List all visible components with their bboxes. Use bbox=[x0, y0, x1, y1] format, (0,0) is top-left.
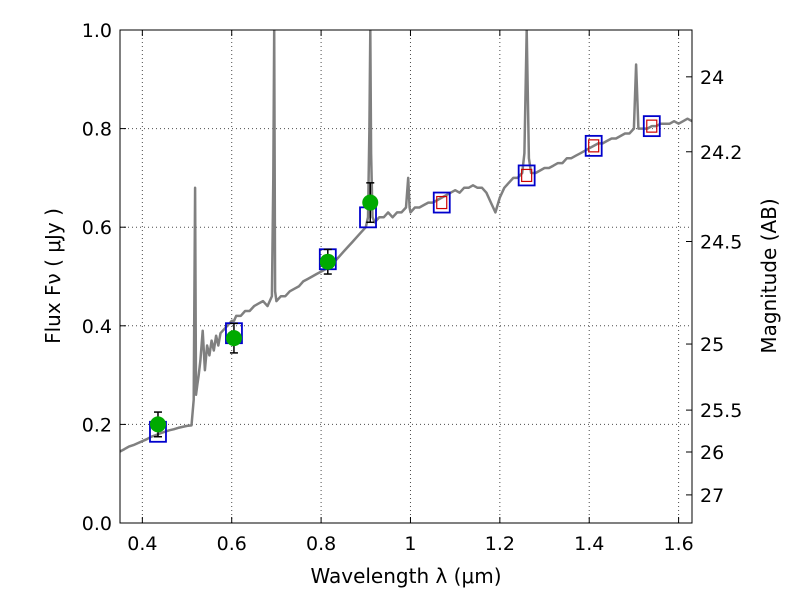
magnitude-tick-label: 27 bbox=[700, 485, 724, 507]
x-axis-title: Wavelength λ (μm) bbox=[310, 564, 501, 588]
magnitude-tick-label: 25.5 bbox=[700, 400, 742, 422]
x-axis-ticks: 0.4 0.6 0.8 1 1.2 1.4 1.6 bbox=[127, 30, 694, 555]
y-tick-label: 0.2 bbox=[82, 414, 112, 436]
y-tick-label: 0.8 bbox=[82, 119, 112, 141]
x-tick-label: 0.6 bbox=[217, 533, 247, 555]
magnitude-axis-ticks: 24 24.2 24.5 25 25.5 26 27 bbox=[686, 67, 742, 507]
x-tick-label: 0.4 bbox=[127, 533, 157, 555]
model-photometry-square bbox=[432, 191, 451, 214]
model-photometry-square bbox=[517, 164, 536, 187]
grid bbox=[120, 29, 692, 524]
magnitude-tick-label: 26 bbox=[700, 442, 724, 464]
x-tick-label: 1.2 bbox=[485, 533, 515, 555]
model-photometry-inner-square bbox=[521, 168, 533, 183]
magnitude-tick-label: 24.2 bbox=[700, 142, 742, 164]
model-photometry-inner-square bbox=[646, 119, 658, 133]
x-tick-label: 1 bbox=[404, 533, 416, 555]
model-photometry-inner-square bbox=[436, 195, 448, 210]
y-tick-label: 0.0 bbox=[82, 513, 112, 535]
observed-point bbox=[149, 416, 166, 433]
magnitude-axis-title: Magnitude (AB) bbox=[757, 198, 781, 353]
observed-point bbox=[319, 253, 336, 270]
observed-photometry-markers bbox=[149, 182, 379, 438]
observed-point bbox=[362, 194, 379, 211]
x-tick-label: 1.4 bbox=[574, 533, 604, 555]
y-axis-ticks: 0.0 0.2 0.4 0.6 0.8 1.0 bbox=[82, 20, 126, 535]
magnitude-tick-label: 24.5 bbox=[700, 231, 742, 253]
model-photometry-square bbox=[642, 115, 661, 138]
model-photometry-inner-square bbox=[588, 139, 600, 153]
plot-frame bbox=[119, 29, 693, 524]
magnitude-tick-label: 25 bbox=[700, 334, 724, 356]
x-tick-label: 1.6 bbox=[663, 533, 693, 555]
y-tick-label: 0.6 bbox=[82, 217, 112, 239]
y-tick-label: 1.0 bbox=[82, 20, 112, 42]
model-photometry-markers bbox=[149, 115, 661, 443]
model-photometry-square bbox=[584, 134, 603, 157]
observed-point bbox=[225, 330, 242, 347]
y-axis-title: Flux Fν ( μJy ) bbox=[41, 208, 65, 344]
model-spectrum-line bbox=[120, 30, 692, 453]
y-tick-label: 0.4 bbox=[82, 316, 112, 338]
magnitude-tick-label: 24 bbox=[700, 67, 724, 89]
x-tick-label: 0.8 bbox=[306, 533, 336, 555]
